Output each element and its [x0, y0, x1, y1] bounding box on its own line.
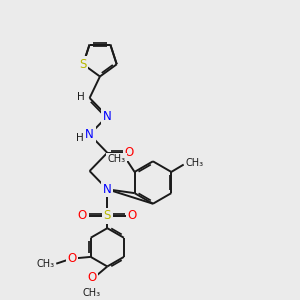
Text: N: N	[103, 183, 112, 196]
Text: H: H	[76, 133, 84, 143]
Text: O: O	[87, 271, 96, 284]
Text: CH₃: CH₃	[82, 288, 100, 298]
Text: N: N	[85, 128, 94, 141]
Text: S: S	[103, 209, 111, 222]
Text: O: O	[125, 146, 134, 159]
Text: O: O	[68, 252, 77, 265]
Text: CH₃: CH₃	[185, 158, 203, 168]
Text: N: N	[103, 110, 112, 123]
Text: O: O	[78, 209, 87, 222]
Text: CH₃: CH₃	[108, 154, 126, 164]
Text: H: H	[77, 92, 85, 101]
Text: O: O	[128, 209, 137, 222]
Text: CH₃: CH₃	[37, 259, 55, 269]
Text: S: S	[80, 58, 87, 71]
